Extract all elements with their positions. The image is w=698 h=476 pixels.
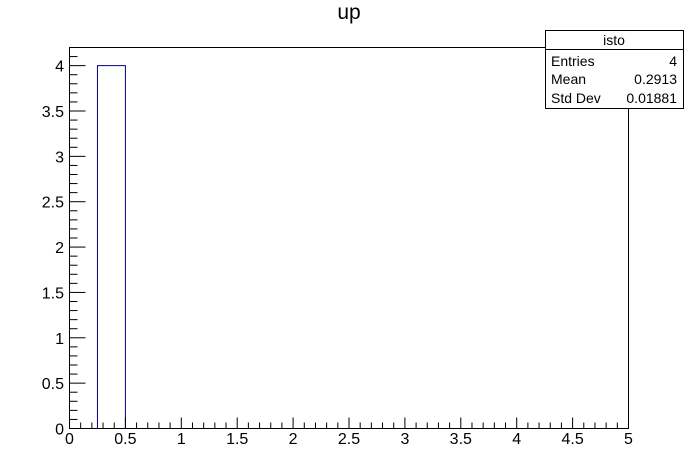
histogram-bar [96, 65, 126, 429]
x-tick-label: 0.5 [114, 431, 136, 448]
stats-name: isto [603, 32, 625, 48]
x-tick-label: 2 [289, 431, 298, 448]
chart-title: up [337, 1, 360, 24]
x-tick-label: 2.5 [338, 431, 360, 448]
x-tick-label: 1.5 [226, 431, 248, 448]
x-tick-label: 1 [177, 431, 186, 448]
y-tick-label: 1.5 [42, 285, 64, 302]
x-tick-label: 3 [400, 431, 409, 448]
y-axis: 0 0.5 1 1.5 2 2.5 3 3.5 4 [42, 47, 86, 439]
y-tick-label: 2 [55, 240, 64, 257]
plot-frame [69, 47, 629, 429]
x-tick-label: 4 [512, 431, 521, 448]
stats-mean-value: 0.2913 [634, 71, 677, 87]
y-tick-label: 0 [55, 422, 64, 439]
x-tick-label: 4.5 [561, 431, 583, 448]
y-tick-label: 2.5 [42, 195, 64, 212]
stats-entries-value: 4 [669, 53, 677, 69]
y-tick-label: 3.5 [42, 104, 64, 121]
y-tick-label: 4 [55, 59, 64, 76]
x-axis: 0 0.5 1 1.5 2 2.5 3 3.5 4 4.5 5 [65, 417, 633, 448]
y-tick-label: 1 [55, 331, 64, 348]
stats-stddev-value: 0.01881 [626, 90, 677, 106]
x-tick-label: 5 [624, 431, 633, 448]
bars-group [96, 65, 126, 429]
stats-box: isto Entries 4 Mean 0.2913 Std Dev 0.018… [545, 30, 684, 109]
x-tick-label: 0 [65, 431, 74, 448]
y-tick-label: 3 [55, 149, 64, 166]
x-tick-label: 3.5 [450, 431, 472, 448]
y-tick-label: 0.5 [42, 376, 64, 393]
stats-stddev-label: Std Dev [551, 90, 601, 106]
stats-mean-label: Mean [551, 71, 586, 87]
stats-entries-label: Entries [551, 53, 595, 69]
stats-box-frame [545, 30, 684, 109]
